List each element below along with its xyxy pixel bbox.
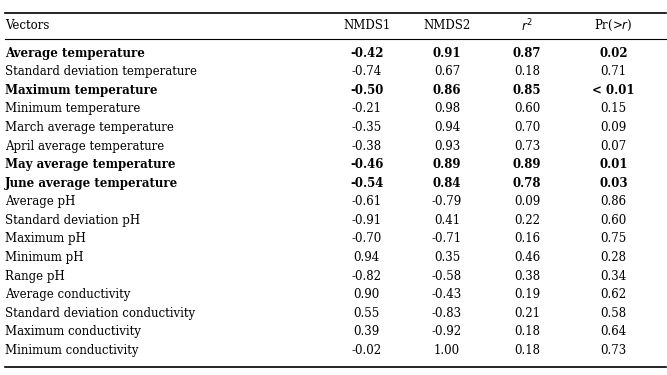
Text: 0.21: 0.21 bbox=[514, 307, 540, 320]
Text: 0.39: 0.39 bbox=[354, 325, 380, 338]
Text: 0.73: 0.73 bbox=[514, 140, 540, 153]
Text: 0.35: 0.35 bbox=[434, 251, 460, 264]
Text: Average conductivity: Average conductivity bbox=[5, 288, 131, 301]
Text: 0.34: 0.34 bbox=[600, 270, 627, 282]
Text: Pr(>$r$): Pr(>$r$) bbox=[594, 18, 633, 33]
Text: 0.55: 0.55 bbox=[354, 307, 380, 320]
Text: Range pH: Range pH bbox=[5, 270, 65, 282]
Text: Average temperature: Average temperature bbox=[5, 47, 145, 60]
Text: -0.02: -0.02 bbox=[352, 344, 382, 357]
Text: 0.03: 0.03 bbox=[600, 177, 628, 190]
Text: -0.42: -0.42 bbox=[350, 47, 384, 60]
Text: 0.46: 0.46 bbox=[514, 251, 540, 264]
Text: 0.85: 0.85 bbox=[513, 84, 541, 97]
Text: 0.41: 0.41 bbox=[434, 214, 460, 227]
Text: -0.79: -0.79 bbox=[432, 195, 462, 208]
Text: 1.00: 1.00 bbox=[434, 344, 460, 357]
Text: -0.58: -0.58 bbox=[432, 270, 462, 282]
Text: 0.89: 0.89 bbox=[433, 158, 461, 171]
Text: -0.35: -0.35 bbox=[352, 121, 382, 134]
Text: 0.90: 0.90 bbox=[354, 288, 380, 301]
Text: 0.60: 0.60 bbox=[514, 102, 540, 116]
Text: Standard deviation conductivity: Standard deviation conductivity bbox=[5, 307, 195, 320]
Text: 0.28: 0.28 bbox=[601, 251, 626, 264]
Text: 0.67: 0.67 bbox=[434, 65, 460, 78]
Text: -0.70: -0.70 bbox=[352, 232, 382, 245]
Text: -0.54: -0.54 bbox=[350, 177, 384, 190]
Text: April average temperature: April average temperature bbox=[5, 140, 165, 153]
Text: -0.46: -0.46 bbox=[350, 158, 384, 171]
Text: -0.92: -0.92 bbox=[432, 325, 462, 338]
Text: 0.01: 0.01 bbox=[600, 158, 628, 171]
Text: 0.93: 0.93 bbox=[434, 140, 460, 153]
Text: 0.94: 0.94 bbox=[354, 251, 380, 264]
Text: 0.86: 0.86 bbox=[600, 195, 627, 208]
Text: 0.73: 0.73 bbox=[600, 344, 627, 357]
Text: 0.91: 0.91 bbox=[433, 47, 461, 60]
Text: 0.22: 0.22 bbox=[514, 214, 540, 227]
Text: 0.94: 0.94 bbox=[434, 121, 460, 134]
Text: 0.98: 0.98 bbox=[434, 102, 460, 116]
Text: < 0.01: < 0.01 bbox=[592, 84, 635, 97]
Text: -0.43: -0.43 bbox=[432, 288, 462, 301]
Text: 0.78: 0.78 bbox=[513, 177, 541, 190]
Text: 0.87: 0.87 bbox=[513, 47, 541, 60]
Text: 0.84: 0.84 bbox=[433, 177, 461, 190]
Text: -0.38: -0.38 bbox=[352, 140, 382, 153]
Text: Standard deviation temperature: Standard deviation temperature bbox=[5, 65, 197, 78]
Text: 0.58: 0.58 bbox=[600, 307, 627, 320]
Text: 0.15: 0.15 bbox=[600, 102, 627, 116]
Text: 0.70: 0.70 bbox=[514, 121, 540, 134]
Text: 0.75: 0.75 bbox=[600, 232, 627, 245]
Text: -0.91: -0.91 bbox=[352, 214, 382, 227]
Text: 0.19: 0.19 bbox=[514, 288, 540, 301]
Text: NMDS2: NMDS2 bbox=[424, 19, 470, 32]
Text: 0.86: 0.86 bbox=[433, 84, 461, 97]
Text: Maximum pH: Maximum pH bbox=[5, 232, 86, 245]
Text: -0.71: -0.71 bbox=[432, 232, 462, 245]
Text: 0.02: 0.02 bbox=[600, 47, 628, 60]
Text: Minimum temperature: Minimum temperature bbox=[5, 102, 141, 116]
Text: Minimum conductivity: Minimum conductivity bbox=[5, 344, 139, 357]
Text: March average temperature: March average temperature bbox=[5, 121, 174, 134]
Text: $r^2$: $r^2$ bbox=[521, 17, 533, 34]
Text: Maximum conductivity: Maximum conductivity bbox=[5, 325, 141, 338]
Text: -0.82: -0.82 bbox=[352, 270, 382, 282]
Text: Vectors: Vectors bbox=[5, 19, 50, 32]
Text: -0.83: -0.83 bbox=[432, 307, 462, 320]
Text: -0.61: -0.61 bbox=[352, 195, 382, 208]
Text: Minimum pH: Minimum pH bbox=[5, 251, 84, 264]
Text: 0.71: 0.71 bbox=[600, 65, 627, 78]
Text: 0.62: 0.62 bbox=[600, 288, 627, 301]
Text: Standard deviation pH: Standard deviation pH bbox=[5, 214, 141, 227]
Text: 0.09: 0.09 bbox=[514, 195, 540, 208]
Text: 0.18: 0.18 bbox=[514, 65, 540, 78]
Text: Maximum temperature: Maximum temperature bbox=[5, 84, 158, 97]
Text: Average pH: Average pH bbox=[5, 195, 76, 208]
Text: -0.50: -0.50 bbox=[350, 84, 384, 97]
Text: 0.60: 0.60 bbox=[600, 214, 627, 227]
Text: -0.74: -0.74 bbox=[352, 65, 382, 78]
Text: 0.64: 0.64 bbox=[600, 325, 627, 338]
Text: -0.21: -0.21 bbox=[352, 102, 382, 116]
Text: 0.07: 0.07 bbox=[600, 140, 627, 153]
Text: 0.18: 0.18 bbox=[514, 344, 540, 357]
Text: May average temperature: May average temperature bbox=[5, 158, 176, 171]
Text: 0.16: 0.16 bbox=[514, 232, 540, 245]
Text: 0.89: 0.89 bbox=[513, 158, 541, 171]
Text: NMDS1: NMDS1 bbox=[344, 19, 390, 32]
Text: 0.09: 0.09 bbox=[600, 121, 627, 134]
Text: June average temperature: June average temperature bbox=[5, 177, 179, 190]
Text: 0.38: 0.38 bbox=[514, 270, 540, 282]
Text: 0.18: 0.18 bbox=[514, 325, 540, 338]
